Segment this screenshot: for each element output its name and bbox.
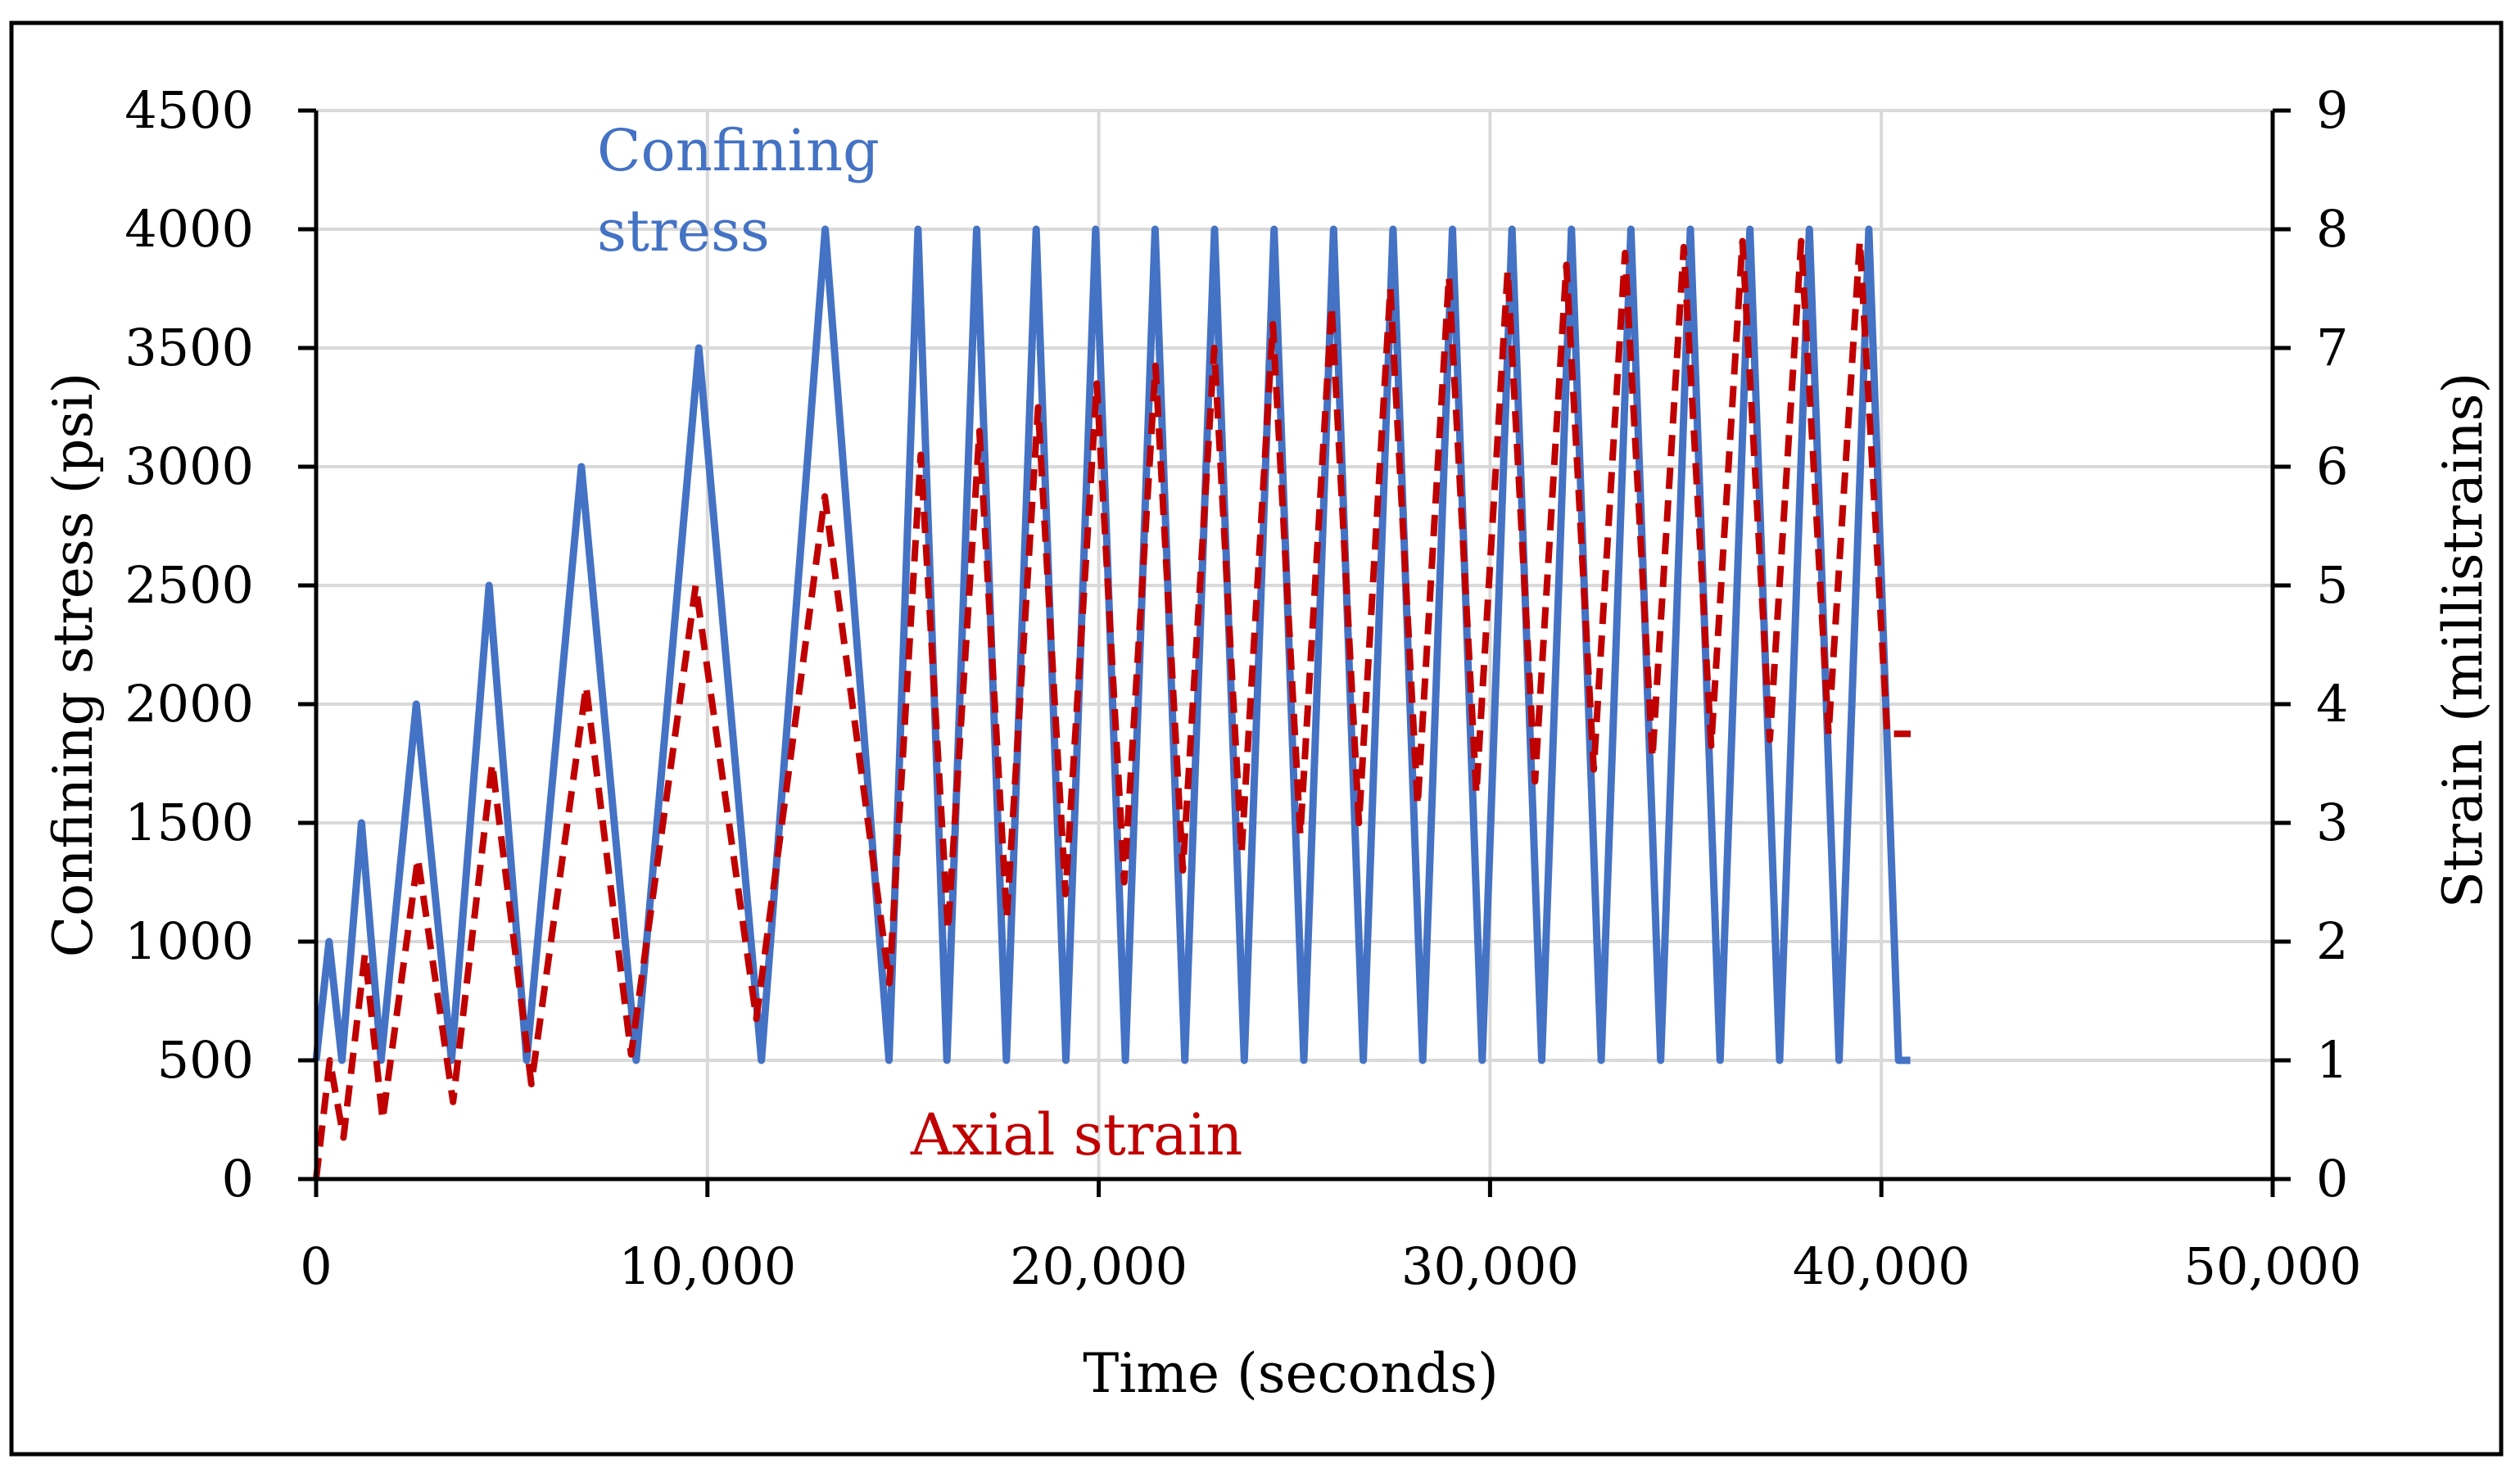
y-axis-left-title: Confining stress (psi) xyxy=(42,373,105,958)
y-right-tick-label: 0 xyxy=(2316,1149,2348,1209)
y-left-tick-label: 1500 xyxy=(124,793,254,852)
y-left-tick-label: 0 xyxy=(222,1149,254,1209)
gridlines xyxy=(316,109,2273,1179)
y-left-tick-label: 3000 xyxy=(124,436,254,496)
annotation-axial-strain: Axial strain xyxy=(910,1101,1243,1168)
x-tick-label: 30,000 xyxy=(1401,1236,1579,1296)
y-right-tick-label: 6 xyxy=(2316,436,2348,496)
x-tick-label: 50,000 xyxy=(2184,1236,2362,1296)
axes xyxy=(298,108,2291,1197)
series-layer xyxy=(312,225,1911,1180)
x-tick-label: 40,000 xyxy=(1793,1236,1970,1296)
x-tick-label: 0 xyxy=(300,1236,332,1296)
y-left-tick-label: 4000 xyxy=(124,199,254,259)
y-right-tick-label: 7 xyxy=(2316,318,2348,377)
y-right-tick-label: 2 xyxy=(2316,911,2348,971)
y-axis-right-title: Strain (millistrains) xyxy=(2432,373,2495,909)
annotation-confining-stress-line1: Confining xyxy=(597,117,880,184)
y-right-tick-label: 8 xyxy=(2316,199,2348,259)
y-right-tick-label: 4 xyxy=(2316,674,2348,734)
y-left-tick-label: 4500 xyxy=(124,80,254,140)
y-right-tick-label: 1 xyxy=(2316,1030,2348,1090)
series-confining-stress-line xyxy=(312,225,1911,1064)
tick-labels: 0 500 1000 1500 2000 2500 3000 3500 4000 4500 0 1 2 3… xyxy=(124,80,2361,1296)
y-right-tick-label: 3 xyxy=(2316,793,2348,852)
y-left-tick-label: 500 xyxy=(157,1030,254,1090)
x-tick-label: 10,000 xyxy=(618,1236,796,1296)
y-left-tick-label: 3500 xyxy=(124,318,254,377)
y-left-tick-label: 1000 xyxy=(124,911,254,971)
series-axial-strain-line xyxy=(313,237,1911,1180)
y-left-tick-label: 2500 xyxy=(124,555,254,615)
x-tick-label: 20,000 xyxy=(1010,1236,1188,1296)
y-right-tick-label: 5 xyxy=(2316,555,2348,615)
y-right-tick-label: 9 xyxy=(2316,80,2348,140)
annotation-confining-stress-line2: stress xyxy=(597,197,770,264)
x-axis-title: Time (seconds) xyxy=(1083,1342,1499,1405)
y-left-tick-label: 2000 xyxy=(124,674,254,734)
